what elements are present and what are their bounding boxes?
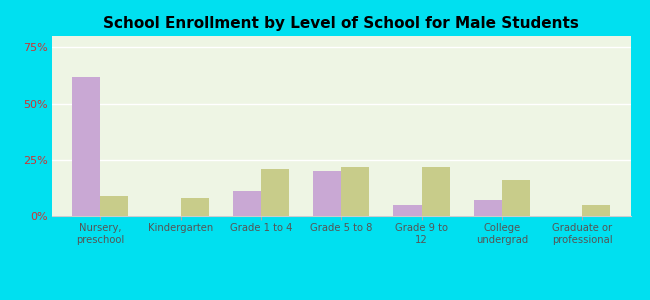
Bar: [474, 200, 502, 216]
Title: School Enrollment by Level of School for Male Students: School Enrollment by Level of School for…: [103, 16, 579, 31]
Bar: [502, 180, 530, 216]
Bar: [393, 205, 422, 216]
Bar: [181, 198, 209, 216]
Bar: [341, 167, 369, 216]
Bar: [261, 169, 289, 216]
Bar: [72, 76, 100, 216]
Bar: [100, 196, 128, 216]
Bar: [582, 205, 610, 216]
Bar: [422, 167, 450, 216]
Bar: [313, 171, 341, 216]
Bar: [233, 191, 261, 216]
